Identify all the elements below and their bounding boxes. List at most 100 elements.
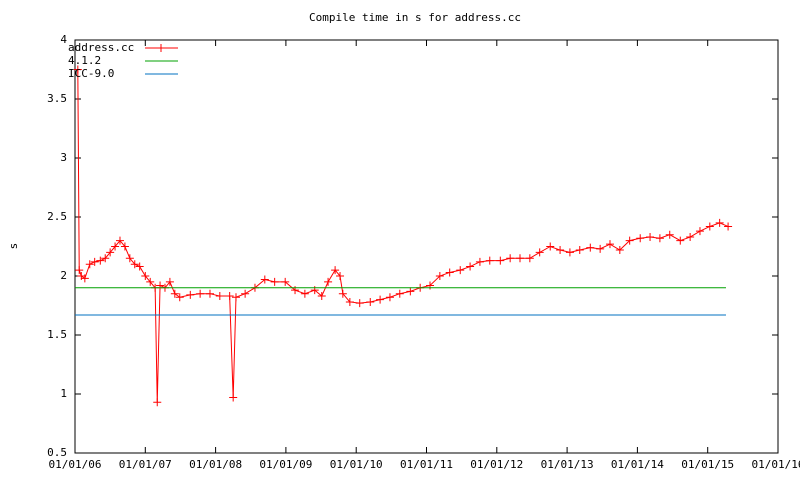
point-marker <box>596 244 605 253</box>
point-marker <box>146 277 155 286</box>
point-marker <box>615 246 624 255</box>
x-tick-label: 01/01/06 <box>49 458 102 471</box>
point-marker <box>636 234 645 243</box>
point-marker <box>96 256 105 265</box>
y-tick-label: 3 <box>60 151 67 164</box>
point-marker <box>515 254 524 263</box>
point-marker <box>106 248 115 257</box>
y-axis-label: s <box>7 243 20 250</box>
point-marker <box>229 393 238 402</box>
point-marker <box>546 242 555 251</box>
point-marker <box>506 254 515 263</box>
point-marker <box>485 256 494 265</box>
point-marker <box>300 289 309 298</box>
point-marker <box>165 277 174 286</box>
x-tick-label: 01/01/13 <box>541 458 594 471</box>
point-marker <box>73 65 82 74</box>
point-marker <box>475 257 484 266</box>
x-tick-label: 01/01/07 <box>119 458 172 471</box>
x-tick-label: 01/01/15 <box>681 458 734 471</box>
point-marker <box>385 293 394 302</box>
point-marker <box>270 277 279 286</box>
y-tick-label: 1.5 <box>47 328 67 341</box>
x-tick-label: 01/01/09 <box>259 458 312 471</box>
y-tick-label: 1 <box>60 387 67 400</box>
point-marker <box>456 266 465 275</box>
point-marker <box>215 292 224 301</box>
point-marker <box>366 297 375 306</box>
point-marker <box>496 256 505 265</box>
point-marker <box>445 268 454 277</box>
point-marker <box>655 234 664 243</box>
legend-label: 4.1.2 <box>68 54 101 67</box>
point-marker <box>646 233 655 242</box>
y-tick-label: 0.5 <box>47 446 67 459</box>
x-tick-label: 01/01/11 <box>400 458 453 471</box>
point-marker <box>345 297 354 306</box>
point-marker <box>281 277 290 286</box>
point-marker <box>80 274 89 283</box>
point-marker <box>90 257 99 266</box>
point-marker <box>231 293 240 302</box>
point-marker <box>556 246 565 255</box>
point-marker <box>565 248 574 257</box>
point-marker <box>605 240 614 249</box>
legend-marker <box>157 44 165 52</box>
y-tick-label: 3.5 <box>47 92 67 105</box>
point-marker <box>336 272 345 280</box>
point-marker <box>205 289 214 298</box>
point-marker <box>715 218 724 227</box>
x-tick-label: 01/01/08 <box>189 458 242 471</box>
point-marker <box>331 266 340 275</box>
point-marker <box>153 398 162 407</box>
point-marker <box>435 272 444 280</box>
point-marker <box>75 266 84 275</box>
point-marker <box>317 292 326 301</box>
point-marker <box>586 243 595 252</box>
series-line <box>77 69 729 403</box>
point-marker <box>115 236 124 245</box>
legend-label: address.cc <box>68 41 134 54</box>
point-marker <box>170 289 179 298</box>
point-marker <box>724 222 733 231</box>
point-marker <box>695 227 704 236</box>
x-tick-label: 01/01/16 <box>752 458 800 471</box>
point-marker <box>705 222 714 231</box>
y-tick-label: 2 <box>60 269 67 282</box>
point-marker <box>466 262 475 271</box>
point-marker <box>125 254 134 263</box>
point-marker <box>175 293 184 302</box>
point-marker <box>101 254 110 263</box>
plot-frame <box>74 39 779 454</box>
point-marker <box>260 275 269 284</box>
point-marker <box>376 295 385 304</box>
legend-label: ICC-9.0 <box>68 67 114 80</box>
point-marker <box>324 277 333 286</box>
point-marker <box>665 230 674 239</box>
point-marker <box>141 272 150 280</box>
point-marker <box>338 289 347 298</box>
point-marker <box>625 236 634 245</box>
point-marker <box>241 289 250 298</box>
point-marker <box>406 287 415 296</box>
point-marker <box>135 262 144 271</box>
x-tick-label: 01/01/14 <box>611 458 664 471</box>
y-tick-label: 2.5 <box>47 210 67 223</box>
point-marker <box>686 233 695 242</box>
point-marker <box>535 248 544 257</box>
point-marker <box>525 254 534 263</box>
point-marker <box>111 242 120 251</box>
point-marker <box>225 292 234 301</box>
x-tick-label: 01/01/10 <box>330 458 383 471</box>
point-marker <box>130 260 139 269</box>
chart-title: Compile time in s for address.cc <box>309 11 521 24</box>
point-marker <box>186 290 195 299</box>
point-marker <box>355 299 364 308</box>
x-tick-label: 01/01/12 <box>470 458 523 471</box>
point-marker <box>395 289 404 298</box>
point-marker <box>85 260 94 269</box>
point-marker <box>196 289 205 298</box>
point-marker <box>676 236 685 245</box>
point-marker <box>575 246 584 255</box>
